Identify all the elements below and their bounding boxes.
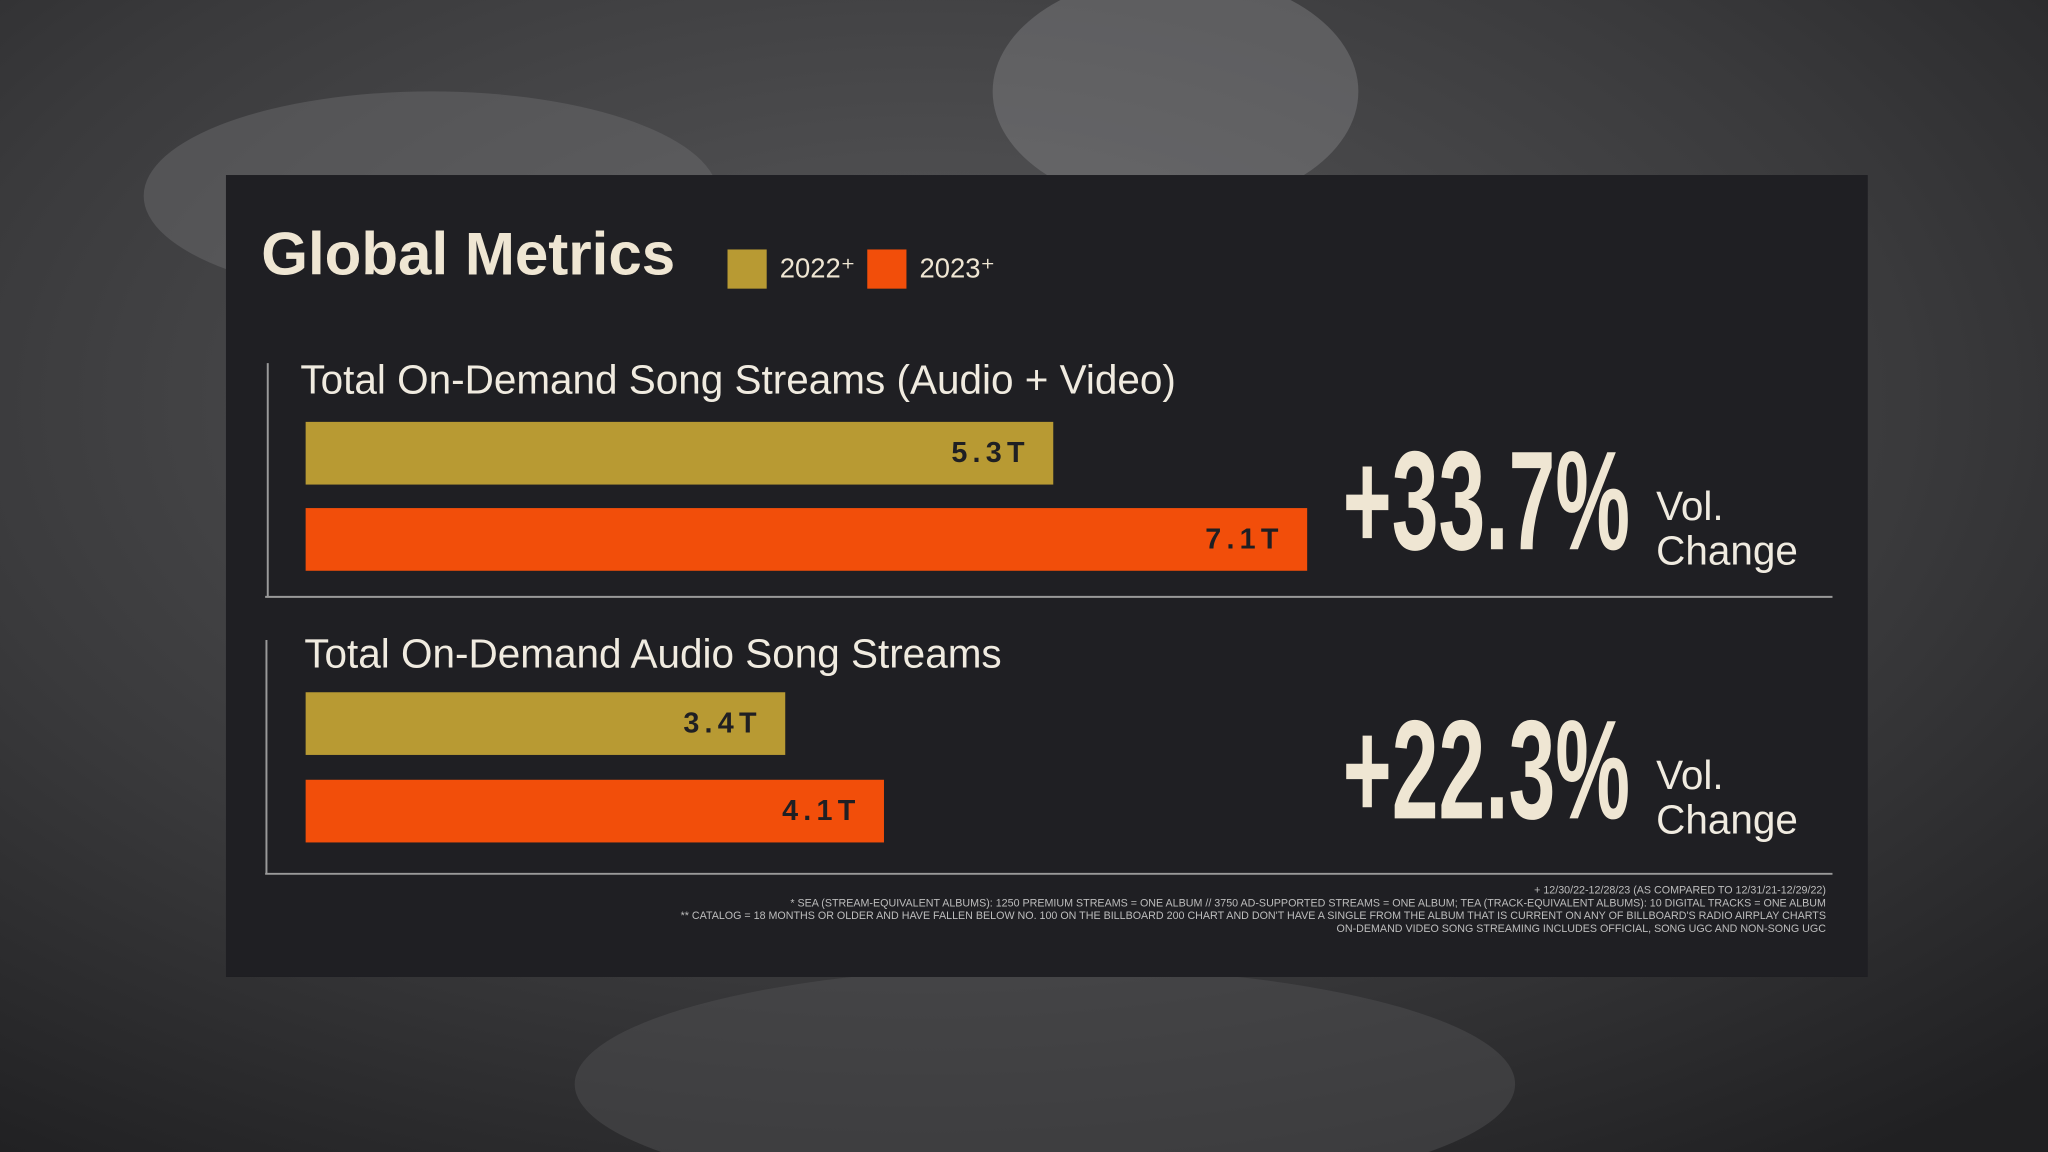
change-label: Change: [1656, 527, 1798, 573]
value-label: 7.1T: [1205, 523, 1283, 555]
value-label: 5.3T: [951, 437, 1029, 469]
chart-title: Global Metrics: [261, 220, 675, 287]
panel: [225, 175, 1868, 977]
change-label: Vol.: [1656, 752, 1724, 798]
footnote: ** CATALOG = 18 MONTHS OR OLDER AND HAVE…: [681, 910, 1826, 922]
bar: [305, 692, 786, 755]
bar: [305, 779, 884, 843]
legend-label: 2022⁺: [780, 253, 855, 284]
value-label: 4.1T: [782, 795, 860, 827]
bar: [305, 508, 1308, 571]
category-label: Total On-Demand Audio Song Streams: [304, 631, 1001, 677]
change-value: +22.3%: [1343, 690, 1630, 848]
value-label: 3.4T: [683, 707, 761, 739]
legend-label: 2023⁺: [920, 253, 995, 284]
background-shape: [574, 966, 1515, 1152]
footnote: + 12/30/22-12/28/23 (AS COMPARED TO 12/3…: [1534, 885, 1826, 897]
footnote: * SEA (STREAM-EQUIVALENT ALBUMS): 1250 P…: [790, 897, 1826, 909]
legend-swatch: [867, 249, 907, 289]
bar: [305, 421, 1054, 485]
background-shape: [992, 0, 1359, 209]
change-label: Change: [1656, 797, 1798, 843]
legend-swatch: [727, 249, 767, 289]
category-label: Total On-Demand Song Streams (Audio + Vi…: [300, 356, 1175, 402]
change-label: Vol.: [1656, 483, 1724, 529]
footnote: ON-DEMAND VIDEO SONG STREAMING INCLUDES …: [1337, 923, 1827, 935]
change-value: +33.7%: [1343, 421, 1630, 579]
